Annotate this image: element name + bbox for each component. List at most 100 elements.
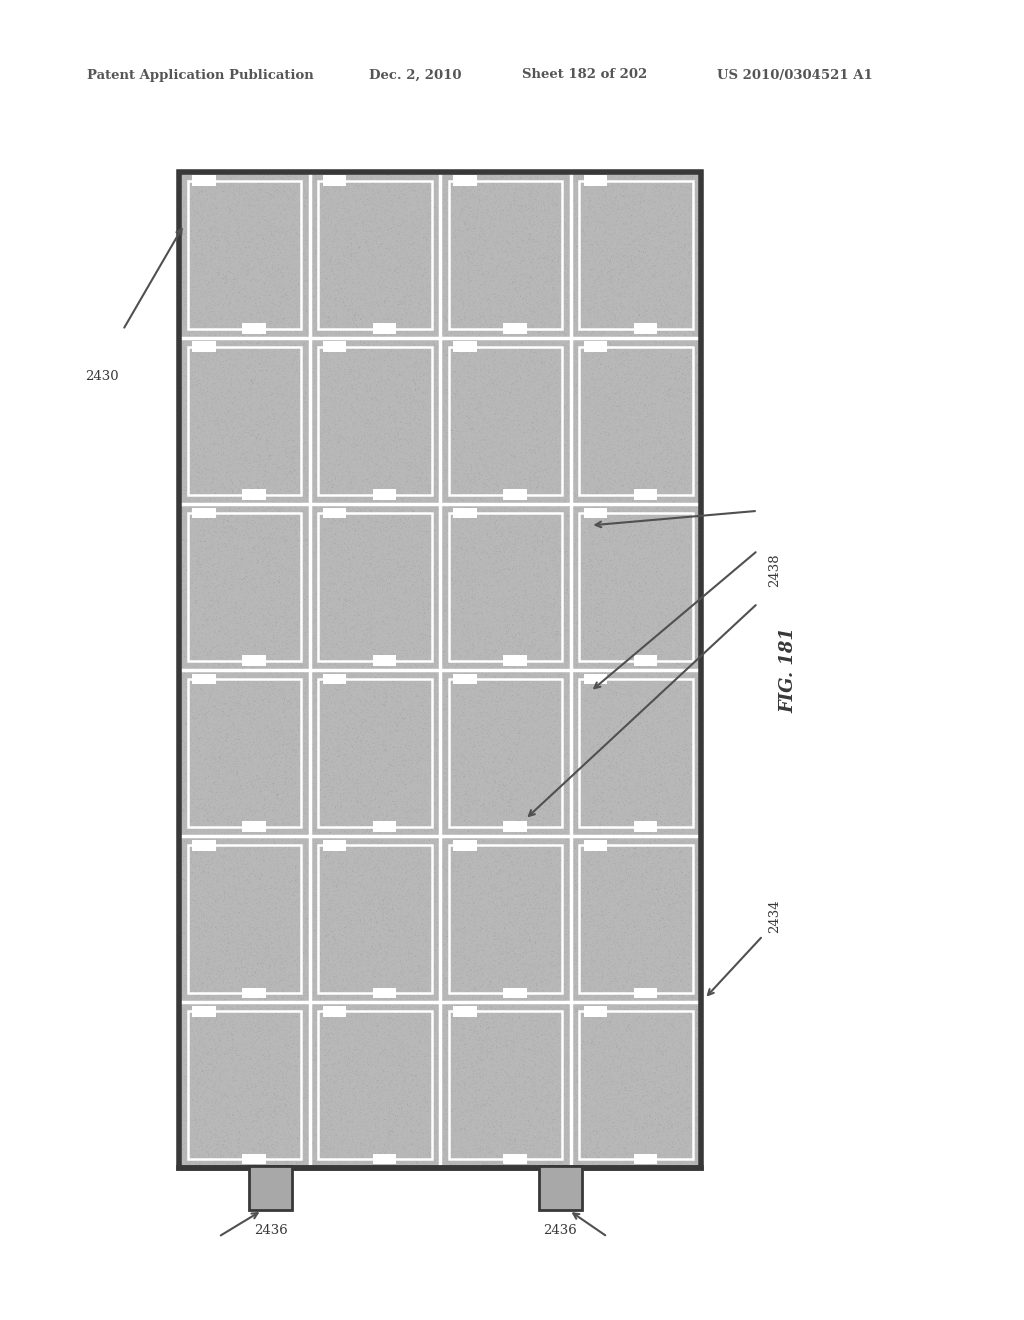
Point [637,367,653,388]
Point [503,1012,519,1034]
Point [641,958,657,979]
Point [553,610,569,631]
Point [620,531,636,552]
Point [515,181,531,202]
Point [587,302,603,323]
Point [579,1158,595,1179]
Point [611,364,628,385]
Point [375,519,391,540]
Point [503,851,519,873]
Point [522,622,539,643]
Point [606,880,623,902]
Point [229,334,246,355]
Point [420,380,436,401]
Point [462,973,478,994]
Point [636,168,652,189]
Point [240,298,256,319]
Point [629,532,645,553]
Point [368,1084,384,1105]
Point [195,639,211,660]
Point [202,1038,218,1059]
Point [468,752,484,774]
Point [387,919,403,940]
Point [499,1052,515,1073]
Point [498,812,514,833]
Point [176,1133,193,1154]
Point [356,197,373,218]
Point [604,1118,621,1139]
Point [457,896,473,917]
Point [340,193,356,214]
Point [214,305,230,326]
Point [374,268,390,289]
Point [684,585,700,606]
Point [552,694,568,715]
Point [489,977,506,998]
Point [361,939,378,960]
Point [362,232,379,253]
Point [660,1154,677,1175]
Point [430,1064,446,1085]
Point [386,929,402,950]
Point [212,322,228,343]
Point [344,921,360,942]
Point [583,1040,599,1061]
Point [623,733,639,754]
Point [203,352,219,374]
Point [492,899,508,920]
Point [329,874,345,895]
Point [548,888,564,909]
Point [552,610,568,631]
Point [384,975,400,997]
Point [247,731,263,752]
Point [312,326,329,347]
Point [208,483,224,504]
Point [327,653,343,675]
Point [561,956,578,977]
Point [442,469,459,490]
Point [520,970,537,991]
Point [377,1100,393,1121]
Point [551,271,567,292]
Point [422,247,438,268]
Point [542,821,558,842]
Point [389,909,406,931]
Point [666,879,682,900]
Point [280,738,296,759]
Point [569,170,586,191]
Point [284,919,300,940]
Point [689,758,706,779]
Point [401,607,418,628]
Point [452,945,468,966]
Point [250,890,266,911]
Point [675,466,691,487]
Point [290,715,306,737]
Point [597,894,613,915]
Point [366,825,382,846]
Point [195,409,211,430]
Point [272,185,289,206]
Point [683,900,699,921]
Point [302,368,318,389]
Point [632,622,648,643]
Point [301,952,317,973]
Point [220,449,237,470]
Point [561,1155,578,1176]
Point [516,389,532,411]
Point [439,581,456,602]
Point [412,987,428,1008]
Point [204,1117,220,1138]
Point [417,645,433,667]
Point [250,444,266,465]
Point [509,611,525,632]
Point [433,985,450,1006]
Point [349,704,366,725]
Point [327,1012,343,1034]
Point [237,317,253,338]
Point [231,1129,248,1150]
Point [367,502,383,523]
Point [443,808,460,829]
Point [187,425,204,446]
Point [479,855,496,876]
Point [299,358,315,379]
